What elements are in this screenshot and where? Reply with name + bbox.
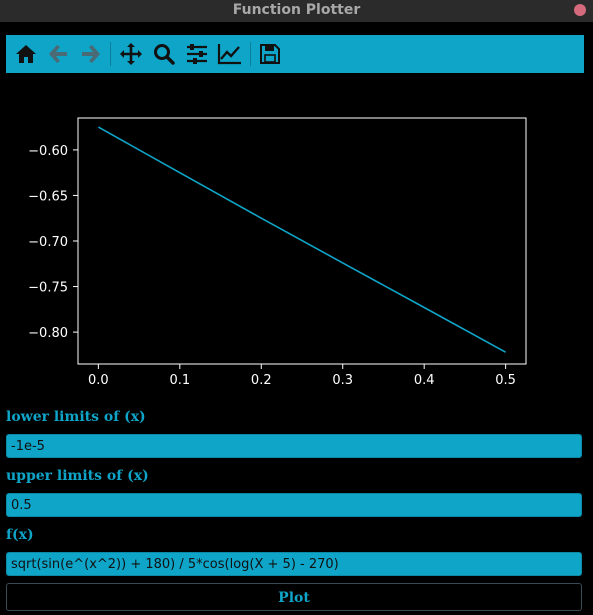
x-tick-label: 0.5 [495, 373, 516, 388]
y-tick-label: −0.80 [28, 326, 68, 341]
lower-limit-input[interactable] [6, 434, 582, 458]
function-plot[interactable]: 0.0 0.1 0.2 0.3 0.4 0.5 −0.60 −0.65 −0.70 −0.75 −0… [0, 90, 593, 400]
plot-toolbar [6, 35, 584, 73]
y-tick-label: −0.75 [28, 281, 68, 296]
y-tick-label: −0.60 [28, 144, 68, 159]
window-title: Function Plotter [232, 2, 361, 18]
home-icon[interactable] [13, 41, 39, 67]
series-line [98, 126, 506, 353]
edit-axes-icon[interactable] [217, 41, 243, 67]
window-titlebar: Function Plotter [0, 0, 593, 22]
upper-limit-label: upper limits of (x) [6, 468, 149, 484]
back-arrow-icon[interactable] [46, 41, 72, 67]
function-input[interactable] [6, 552, 582, 576]
toolbar-separator [250, 42, 251, 66]
x-tick-label: 0.2 [251, 373, 272, 388]
function-label: f(x) [6, 527, 34, 543]
upper-limit-input[interactable] [6, 493, 582, 517]
x-tick-label: 0.1 [169, 373, 190, 388]
forward-arrow-icon[interactable] [77, 41, 103, 67]
pan-icon[interactable] [118, 41, 144, 67]
configure-subplots-icon[interactable] [184, 41, 210, 67]
x-tick-label: 0.3 [332, 373, 353, 388]
lower-limit-label: lower limits of (x) [6, 409, 146, 425]
y-tick-label: −0.65 [28, 189, 68, 204]
close-icon[interactable] [574, 4, 586, 16]
y-tick-label: −0.70 [28, 235, 68, 250]
x-tick-label: 0.4 [414, 373, 435, 388]
plot-button[interactable]: Plot [6, 583, 582, 611]
save-icon[interactable] [257, 41, 283, 67]
x-tick-label: 0.0 [88, 373, 109, 388]
zoom-icon[interactable] [151, 41, 177, 67]
toolbar-separator [110, 42, 111, 66]
